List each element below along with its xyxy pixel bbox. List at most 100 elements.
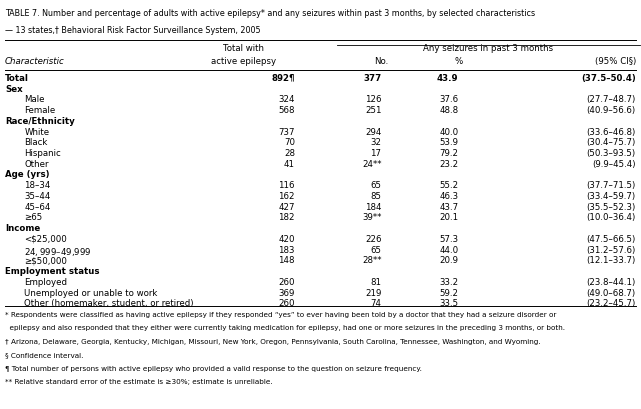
Text: Employed: Employed <box>24 277 67 286</box>
Text: ≥$50,000: ≥$50,000 <box>24 256 67 265</box>
Text: 28: 28 <box>284 148 295 157</box>
Text: 18–34: 18–34 <box>24 181 51 190</box>
Text: epilepsy and also responded that they either were currently taking medication fo: epilepsy and also responded that they ei… <box>5 324 565 330</box>
Text: (37.5–50.4): (37.5–50.4) <box>581 74 636 83</box>
Text: 148: 148 <box>278 256 295 265</box>
Text: (49.0–68.7): (49.0–68.7) <box>587 288 636 297</box>
Text: 65: 65 <box>370 181 381 190</box>
Text: 260: 260 <box>278 277 295 286</box>
Text: (50.3–93.5): (50.3–93.5) <box>587 148 636 157</box>
Text: %: % <box>454 57 462 66</box>
Text: Total with: Total with <box>223 44 264 53</box>
Text: 33.5: 33.5 <box>439 299 458 308</box>
Text: 116: 116 <box>278 181 295 190</box>
Text: 41: 41 <box>284 160 295 169</box>
Text: 45–64: 45–64 <box>24 202 51 211</box>
Text: 24**: 24** <box>362 160 381 169</box>
Text: 46.3: 46.3 <box>439 191 458 200</box>
Text: Race/Ethnicity: Race/Ethnicity <box>5 117 75 126</box>
Text: (10.0–36.4): (10.0–36.4) <box>587 213 636 222</box>
Text: 33.2: 33.2 <box>439 277 458 286</box>
Text: Employment status: Employment status <box>5 267 99 276</box>
Text: Black: Black <box>24 138 47 147</box>
Text: Any seizures in past 3 months: Any seizures in past 3 months <box>423 44 553 53</box>
Text: 20.9: 20.9 <box>439 256 458 265</box>
Text: (12.1–33.7): (12.1–33.7) <box>587 256 636 265</box>
Text: (9.9–45.4): (9.9–45.4) <box>592 160 636 169</box>
Text: Income: Income <box>5 224 40 233</box>
Text: (47.5–66.5): (47.5–66.5) <box>587 234 636 243</box>
Text: (37.7–71.5): (37.7–71.5) <box>587 181 636 190</box>
Text: (40.9–56.6): (40.9–56.6) <box>587 106 636 115</box>
Text: 74: 74 <box>370 299 381 308</box>
Text: * Respondents were classified as having active epilepsy if they responded “yes” : * Respondents were classified as having … <box>5 311 556 317</box>
Text: 65: 65 <box>370 245 381 254</box>
Text: Male: Male <box>24 95 45 104</box>
Text: 32: 32 <box>370 138 381 147</box>
Text: Sex: Sex <box>5 84 23 93</box>
Text: (23.2–45.7): (23.2–45.7) <box>587 299 636 308</box>
Text: (31.2–57.6): (31.2–57.6) <box>587 245 636 254</box>
Text: Other: Other <box>24 160 49 169</box>
Text: (23.8–44.1): (23.8–44.1) <box>587 277 636 286</box>
Text: Unemployed or unable to work: Unemployed or unable to work <box>24 288 158 297</box>
Text: — 13 states,† Behavioral Risk Factor Surveillance System, 2005: — 13 states,† Behavioral Risk Factor Sur… <box>5 26 261 35</box>
Text: 39**: 39** <box>362 213 381 222</box>
Text: 35–44: 35–44 <box>24 191 51 200</box>
Text: 260: 260 <box>278 299 295 308</box>
Text: 53.9: 53.9 <box>439 138 458 147</box>
Text: White: White <box>24 127 49 136</box>
Text: § Confidence interval.: § Confidence interval. <box>5 351 83 357</box>
Text: † Arizona, Delaware, Georgia, Kentucky, Michigan, Missouri, New York, Oregon, Pe: † Arizona, Delaware, Georgia, Kentucky, … <box>5 338 541 344</box>
Text: 184: 184 <box>365 202 381 211</box>
Text: TABLE 7. Number and percentage of adults with active epilepsy* and any seizures : TABLE 7. Number and percentage of adults… <box>5 9 535 18</box>
Text: 40.0: 40.0 <box>439 127 458 136</box>
Text: 226: 226 <box>365 234 381 243</box>
Text: 892¶: 892¶ <box>271 74 295 83</box>
Text: 369: 369 <box>278 288 295 297</box>
Text: (30.4–75.7): (30.4–75.7) <box>587 138 636 147</box>
Text: 57.3: 57.3 <box>439 234 458 243</box>
Text: 44.0: 44.0 <box>439 245 458 254</box>
Text: 324: 324 <box>278 95 295 104</box>
Text: 183: 183 <box>278 245 295 254</box>
Text: (33.6–46.8): (33.6–46.8) <box>587 127 636 136</box>
Text: ¶ Total number of persons with active epilepsy who provided a valid response to : ¶ Total number of persons with active ep… <box>5 365 422 371</box>
Text: 251: 251 <box>365 106 381 115</box>
Text: Total: Total <box>5 74 29 83</box>
Text: ** Relative standard error of the estimate is ≥30%; estimate is unreliable.: ** Relative standard error of the estima… <box>5 378 273 384</box>
Text: 568: 568 <box>278 106 295 115</box>
Text: 55.2: 55.2 <box>439 181 458 190</box>
Text: <$25,000: <$25,000 <box>24 234 67 243</box>
Text: 43.7: 43.7 <box>439 202 458 211</box>
Text: 79.2: 79.2 <box>439 148 458 157</box>
Text: 70: 70 <box>284 138 295 147</box>
Text: 420: 420 <box>278 234 295 243</box>
Text: 17: 17 <box>370 148 381 157</box>
Text: 43.9: 43.9 <box>437 74 458 83</box>
Text: $24,999–$49,999: $24,999–$49,999 <box>24 245 92 257</box>
Text: Age (yrs): Age (yrs) <box>5 170 49 179</box>
Text: 20.1: 20.1 <box>439 213 458 222</box>
Text: 85: 85 <box>370 191 381 200</box>
Text: 126: 126 <box>365 95 381 104</box>
Text: Female: Female <box>24 106 56 115</box>
Text: 182: 182 <box>278 213 295 222</box>
Text: 219: 219 <box>365 288 381 297</box>
Text: 28**: 28** <box>362 256 381 265</box>
Text: 737: 737 <box>278 127 295 136</box>
Text: 427: 427 <box>278 202 295 211</box>
Text: Other (homemaker, student, or retired): Other (homemaker, student, or retired) <box>24 299 194 308</box>
Text: 294: 294 <box>365 127 381 136</box>
Text: (95% CI§): (95% CI§) <box>595 57 636 66</box>
Text: (33.4–59.7): (33.4–59.7) <box>587 191 636 200</box>
Text: 81: 81 <box>370 277 381 286</box>
Text: ≥65: ≥65 <box>24 213 42 222</box>
Text: 377: 377 <box>363 74 381 83</box>
Text: active epilepsy: active epilepsy <box>211 57 276 66</box>
Text: No.: No. <box>374 57 388 66</box>
Text: Characteristic: Characteristic <box>5 57 65 66</box>
Text: 23.2: 23.2 <box>439 160 458 169</box>
Text: 162: 162 <box>278 191 295 200</box>
Text: (35.5–52.3): (35.5–52.3) <box>587 202 636 211</box>
